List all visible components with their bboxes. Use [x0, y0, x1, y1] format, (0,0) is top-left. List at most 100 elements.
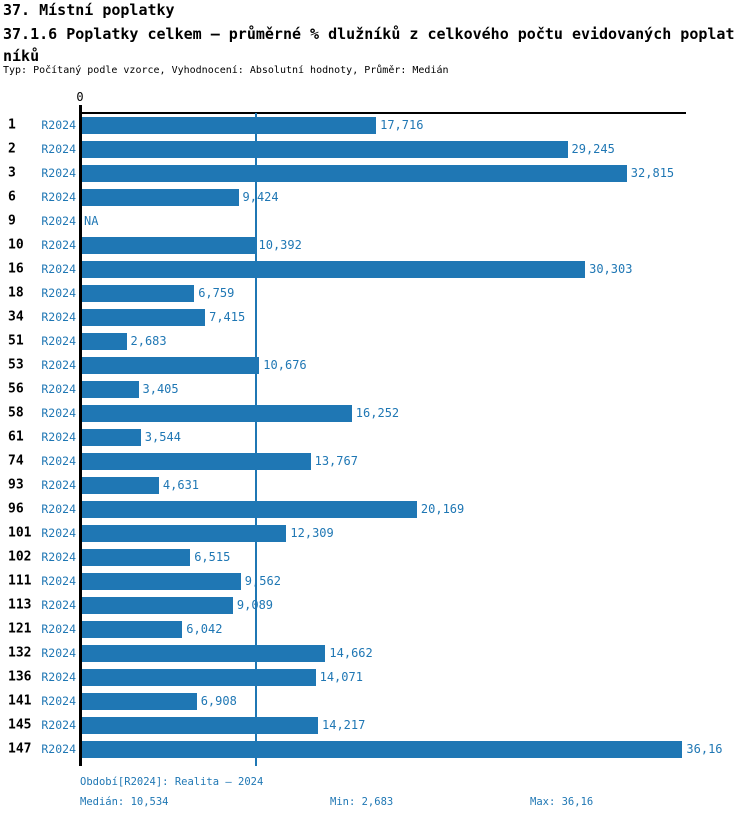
- row-id-label: 93: [8, 477, 24, 493]
- min-stat: Min: 2,683: [330, 796, 394, 808]
- period-legend: Období[R2024]: Realita – 2024: [80, 776, 264, 788]
- row-id-label: 113: [8, 597, 32, 613]
- bar-value-label: 13,767: [314, 454, 358, 468]
- bar[interactable]: [82, 740, 683, 758]
- bar[interactable]: [82, 500, 417, 518]
- row-id-label: 16: [8, 261, 24, 277]
- chart-row: 2 R2024 29,245: [0, 137, 750, 161]
- bar-value-label: 6,908: [200, 694, 237, 708]
- row-period-label: R2024: [41, 190, 76, 204]
- chart-row: 132 R2024 14,662: [0, 641, 750, 665]
- bar[interactable]: [82, 404, 352, 422]
- row-id-label: 51: [8, 333, 24, 349]
- bar-value-label: 6,515: [194, 550, 231, 564]
- row-period-label: R2024: [41, 502, 76, 516]
- row-period-label: R2024: [41, 694, 76, 708]
- bar-value-label: 32,815: [630, 166, 675, 180]
- bar-value-label: 3,405: [142, 382, 179, 396]
- bar[interactable]: [82, 332, 127, 350]
- chart-row: 51 R2024 2,683: [0, 329, 750, 353]
- bar[interactable]: [82, 140, 568, 158]
- bar[interactable]: [82, 236, 255, 254]
- report-title: 37.1.6 Poplatky celkem – průměrné % dluž…: [3, 25, 735, 65]
- chart-row: 1 R2024 17,716: [0, 113, 750, 137]
- row-period-label: R2024: [41, 262, 76, 276]
- chart-row: 3 R2024 32,815: [0, 161, 750, 185]
- chart-row: 74 R2024 13,767: [0, 449, 750, 473]
- bar[interactable]: [82, 644, 326, 662]
- row-period-label: R2024: [41, 742, 76, 756]
- row-id-label: 6: [8, 189, 16, 205]
- row-id-label: 34: [8, 309, 24, 325]
- row-id-label: 2: [8, 141, 16, 157]
- bar-value-label: 9,424: [242, 190, 279, 204]
- chart-row: 96 R2024 20,169: [0, 497, 750, 521]
- bar[interactable]: [82, 284, 195, 302]
- bar[interactable]: [82, 428, 141, 446]
- bar[interactable]: [82, 668, 316, 686]
- row-period-label: R2024: [41, 118, 76, 132]
- chart-row: 18 R2024 6,759: [0, 281, 750, 305]
- bar-value-label: 10,676: [263, 358, 307, 372]
- row-id-label: 1: [8, 117, 16, 133]
- chart-row: 102 R2024 6,515: [0, 545, 750, 569]
- bar[interactable]: [82, 548, 191, 566]
- row-id-label: 136: [8, 669, 32, 685]
- na-value-label: NA: [84, 214, 99, 228]
- bar[interactable]: [82, 572, 241, 590]
- bar[interactable]: [82, 308, 206, 326]
- row-period-label: R2024: [41, 622, 76, 636]
- median-stat: Medián: 10,534: [80, 796, 169, 808]
- chart-row: 141 R2024 6,908: [0, 689, 750, 713]
- chart-row: 93 R2024 4,631: [0, 473, 750, 497]
- bar[interactable]: [82, 356, 260, 374]
- bar[interactable]: [82, 716, 318, 734]
- row-id-label: 145: [8, 717, 32, 733]
- bar[interactable]: [82, 476, 159, 494]
- row-period-label: R2024: [41, 478, 76, 492]
- row-period-label: R2024: [41, 550, 76, 564]
- chart-row: 56 R2024 3,405: [0, 377, 750, 401]
- bar-value-label: 2,683: [130, 334, 167, 348]
- row-id-label: 61: [8, 429, 24, 445]
- row-period-label: R2024: [41, 358, 76, 372]
- chart-row: 136 R2024 14,071: [0, 665, 750, 689]
- bar-value-label: 12,309: [290, 526, 334, 540]
- bar[interactable]: [82, 380, 139, 398]
- bar-value-label: 6,042: [186, 622, 223, 636]
- chart-row: 6 R2024 9,424: [0, 185, 750, 209]
- row-period-label: R2024: [41, 526, 76, 540]
- bar-value-label: 14,071: [319, 670, 363, 684]
- row-period-label: R2024: [41, 598, 76, 612]
- bar[interactable]: [82, 524, 287, 542]
- bar-value-label: 29,245: [571, 142, 615, 156]
- row-period-label: R2024: [41, 382, 76, 396]
- row-period-label: R2024: [41, 718, 76, 732]
- row-period-label: R2024: [41, 310, 76, 324]
- chart-row: 111 R2024 9,562: [0, 569, 750, 593]
- bar-value-label: 7,415: [209, 310, 246, 324]
- row-id-label: 102: [8, 549, 32, 565]
- bar-value-label: 4,631: [162, 478, 200, 492]
- bar[interactable]: [82, 116, 377, 134]
- bar[interactable]: [82, 596, 233, 614]
- chart-row: 121 R2024 6,042: [0, 617, 750, 641]
- row-period-label: R2024: [41, 142, 76, 156]
- row-period-label: R2024: [41, 166, 76, 180]
- x-axis-line: [79, 112, 686, 114]
- row-id-label: 58: [8, 405, 24, 421]
- row-period-label: R2024: [41, 646, 76, 660]
- bar-value-label: 20,169: [420, 502, 465, 516]
- bar[interactable]: [82, 692, 197, 710]
- bar[interactable]: [82, 452, 311, 470]
- row-period-label: R2024: [41, 214, 76, 228]
- row-period-label: R2024: [41, 670, 76, 684]
- bar[interactable]: [82, 164, 627, 182]
- bar[interactable]: [82, 260, 586, 278]
- bar[interactable]: [82, 620, 183, 638]
- row-id-label: 53: [8, 357, 24, 373]
- row-id-label: 101: [8, 525, 32, 541]
- bar[interactable]: [82, 188, 239, 206]
- row-id-label: 9: [8, 213, 16, 229]
